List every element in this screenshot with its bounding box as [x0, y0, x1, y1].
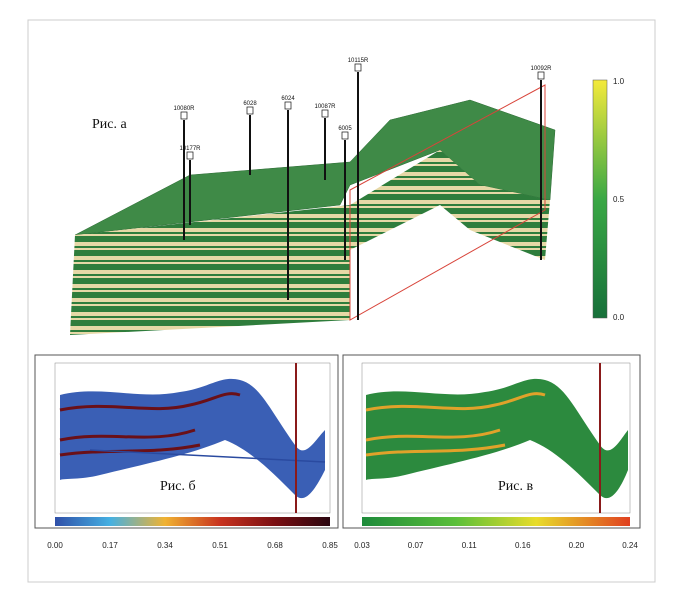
well-label: 6024	[281, 96, 295, 102]
panel-label: Рис. б	[160, 479, 196, 494]
colorbar-tick-label: 0.20	[569, 541, 585, 550]
well-icon	[285, 102, 291, 109]
well-label: 10177R	[179, 146, 201, 152]
well-label: 10080R	[173, 106, 195, 112]
panel-label: Рис. а	[92, 117, 127, 132]
panel-label: Рис. в	[498, 479, 533, 494]
well-icon	[538, 72, 544, 79]
panel-c: Рис. в	[343, 355, 640, 528]
well-icon	[355, 64, 361, 71]
colorbar-tick-label: 0.17	[102, 541, 118, 550]
colorbar-tick-label: 0.24	[622, 541, 638, 550]
well-label: 6028	[243, 101, 257, 107]
colorbar-tick-label: 0.00	[47, 541, 63, 550]
colorbar	[55, 517, 330, 526]
panel-b: Рис. б	[35, 355, 338, 528]
well-icon	[247, 107, 253, 114]
figure: Рис. а 10080R 10177R 6028 6024 10087R 6005 101…	[0, 0, 677, 602]
colorbar-tick-label: 0.5	[613, 195, 625, 204]
well-label: 10092R	[530, 66, 552, 72]
well-icon	[322, 110, 328, 117]
colorbar-tick-label: 0.34	[157, 541, 173, 550]
colorbar-tick-label: 0.03	[354, 541, 370, 550]
colorbar-tick-label: 1.0	[613, 77, 625, 86]
well-icon	[181, 112, 187, 119]
colorbar-tick-label: 0.68	[267, 541, 283, 550]
colorbar	[593, 80, 607, 318]
colorbar-tick-label: 0.51	[212, 541, 228, 550]
well-label: 10087R	[314, 104, 336, 110]
well-icon	[342, 132, 348, 139]
well-icon	[187, 152, 193, 159]
colorbar-tick-label: 0.16	[515, 541, 531, 550]
colorbar-tick-label: 0.85	[322, 541, 338, 550]
colorbar-tick-label: 0.07	[408, 541, 424, 550]
colorbar-tick-label: 0.11	[462, 541, 478, 550]
well-label: 10115R	[348, 58, 369, 64]
colorbar	[362, 517, 630, 526]
colorbar-tick-label: 0.0	[613, 313, 625, 322]
panel-a: Рис. а 10080R 10177R 6028 6024 10087R 6005 101…	[70, 58, 607, 335]
well-label: 6005	[338, 126, 352, 132]
